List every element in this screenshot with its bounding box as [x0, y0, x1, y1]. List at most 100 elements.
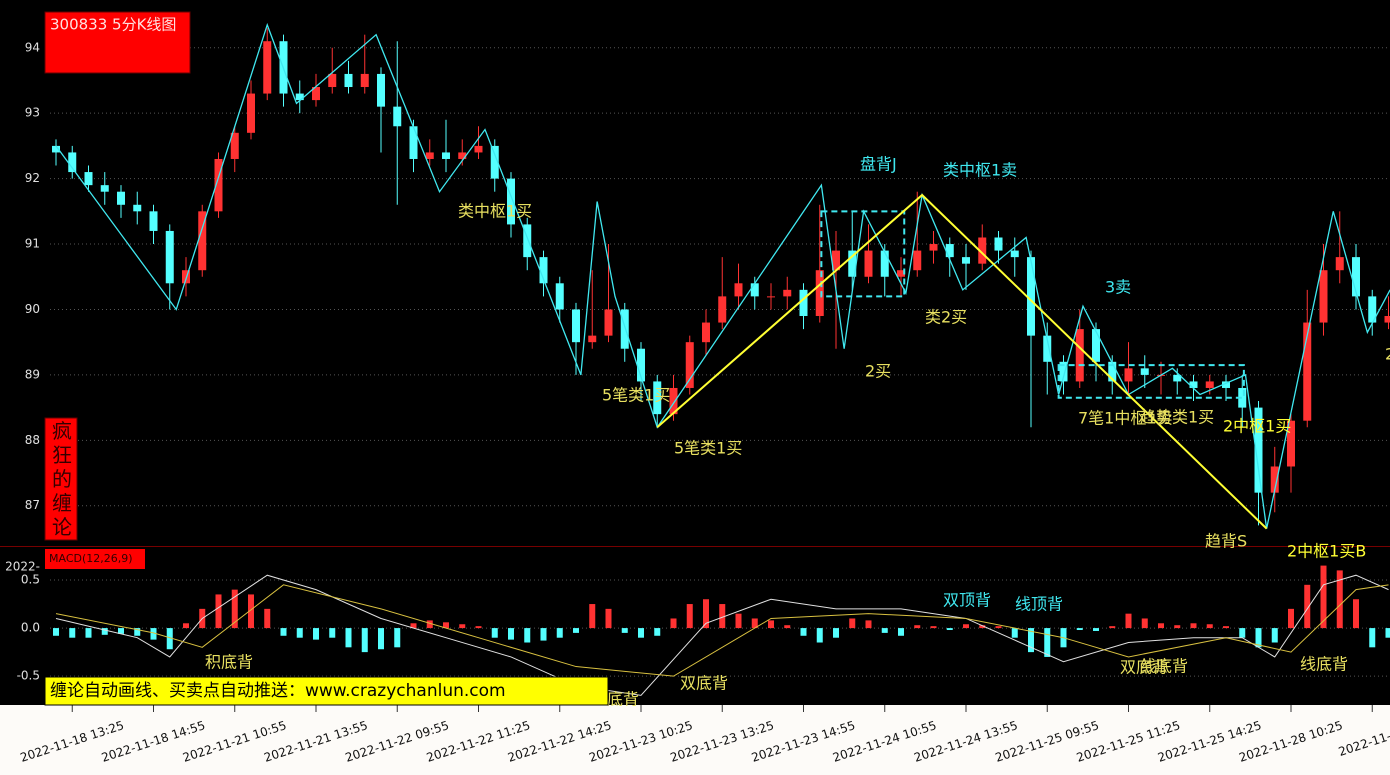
candle-body [880, 250, 889, 277]
segment-line [656, 193, 1268, 530]
macd-bar [1239, 628, 1246, 638]
candle-body [1335, 257, 1344, 271]
annotation: 线顶背 [1015, 595, 1063, 614]
macd-bar [361, 628, 368, 653]
macd-bar [394, 628, 401, 648]
watermark-box [44, 417, 78, 541]
macd-bar [85, 628, 92, 638]
y-tick-label: 91 [25, 237, 40, 251]
candle-body [1010, 250, 1019, 258]
candle-body [897, 270, 905, 277]
macd-bar [459, 624, 466, 629]
annotation: 7笔1中枢1卖 [1078, 409, 1173, 428]
candle-body [539, 257, 548, 284]
macd-bar [101, 628, 108, 635]
candle-body [247, 93, 255, 133]
annotation: 积底背 [205, 653, 253, 672]
title-box [44, 11, 191, 74]
banner-box [44, 676, 609, 706]
annotation: 趋势类1买 [1140, 408, 1214, 427]
macd-bar [1125, 613, 1132, 629]
macd-bar [296, 628, 303, 638]
macd-bar [621, 628, 628, 633]
candle-body [750, 283, 759, 297]
watermark: 疯狂的缠论 [52, 419, 72, 539]
y-tick-label: 92 [25, 171, 40, 185]
macd-bar [118, 628, 124, 634]
y-tick-label: 0.0 [21, 621, 40, 635]
x-axis-strip [0, 705, 1390, 775]
candle-body [100, 185, 109, 192]
candle-body [604, 309, 613, 336]
candle-body [962, 257, 970, 264]
macd-bar [963, 624, 969, 629]
candle-body [848, 250, 857, 277]
candle-body [1043, 335, 1052, 362]
macd-bar [475, 626, 482, 629]
macd-bar [784, 625, 791, 629]
macd-bar [524, 628, 531, 643]
candle-body [1124, 368, 1133, 382]
candle-body [149, 211, 158, 231]
annotation: 类中枢1卖 [943, 161, 1017, 180]
y-tick-label: 87 [25, 498, 40, 512]
macd-bar [1320, 565, 1327, 629]
candle-body [1059, 361, 1068, 382]
candle-body [913, 250, 922, 271]
annotation: 趋背S [1205, 532, 1247, 551]
macd-bar [1044, 628, 1051, 657]
y-tick-label: 94 [25, 40, 40, 54]
annotation: 底背 [607, 690, 639, 709]
candle-body [1092, 329, 1100, 362]
macd-bar [605, 608, 612, 629]
candle-body [783, 289, 792, 297]
annotation: 3卖 [1105, 278, 1131, 297]
macd-bar [719, 604, 726, 629]
candle-body [653, 381, 662, 415]
macd-bar [1304, 584, 1311, 629]
macd-bar [150, 628, 157, 640]
macd-bar [1385, 628, 1390, 638]
macd-bar [1141, 618, 1148, 629]
macd-bar [280, 628, 287, 636]
macd-bar [686, 604, 693, 629]
macd-bar [735, 613, 742, 629]
macd-bar [1076, 628, 1083, 631]
macd-bar [1369, 628, 1376, 648]
candle-body [815, 270, 824, 317]
annotation: 双底背 [1120, 658, 1168, 677]
macd-bar [751, 618, 758, 629]
candle-body [1205, 381, 1214, 388]
macd-bar [670, 618, 677, 629]
candle-body [474, 145, 483, 153]
candle-body [523, 224, 532, 258]
candle-body [620, 309, 629, 349]
macd-bar [638, 628, 644, 638]
macd-line [55, 574, 1389, 696]
macd-bar [1288, 608, 1294, 629]
macd-bar [410, 623, 417, 629]
annotation: 双顶背 [943, 591, 991, 610]
candle-body [1287, 420, 1295, 467]
candle-body [994, 237, 1003, 251]
candle-body [1189, 381, 1198, 388]
candle-body [360, 73, 369, 88]
candle-body [1108, 361, 1117, 382]
candle-body [295, 93, 304, 101]
macd-bar [443, 622, 449, 629]
macd-bar [654, 628, 661, 636]
macd-bar [573, 628, 579, 633]
candle-body [442, 152, 450, 159]
macd-line [55, 584, 1389, 677]
candle-body [312, 87, 320, 101]
macd-bar [556, 628, 563, 638]
candle-body [572, 309, 580, 343]
candle-body [117, 191, 125, 205]
macd-bar [166, 628, 173, 650]
candle-body [84, 172, 93, 186]
macd-bar [881, 628, 888, 633]
candle-body [328, 73, 337, 88]
candle-body [1173, 374, 1182, 382]
macd-bar [930, 626, 937, 629]
macd-bar [1206, 624, 1213, 629]
